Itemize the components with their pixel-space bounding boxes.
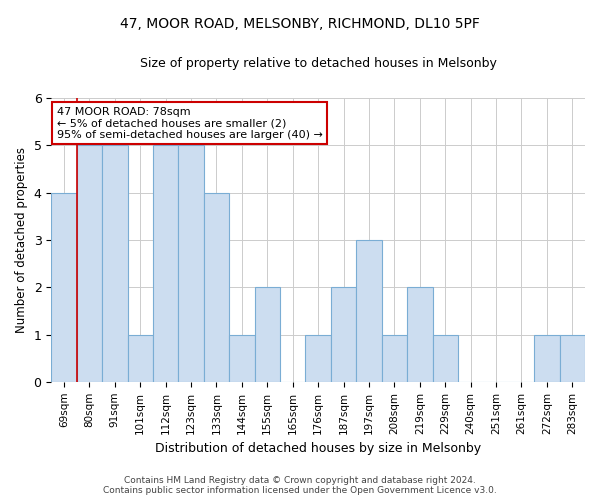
- Bar: [356, 240, 382, 382]
- Bar: [331, 287, 356, 382]
- Bar: [51, 192, 77, 382]
- Bar: [229, 334, 254, 382]
- X-axis label: Distribution of detached houses by size in Melsonby: Distribution of detached houses by size …: [155, 442, 481, 455]
- Bar: [77, 146, 102, 382]
- Bar: [128, 334, 153, 382]
- Text: Contains HM Land Registry data © Crown copyright and database right 2024.
Contai: Contains HM Land Registry data © Crown c…: [103, 476, 497, 495]
- Bar: [382, 334, 407, 382]
- Bar: [407, 287, 433, 382]
- Bar: [433, 334, 458, 382]
- Bar: [560, 334, 585, 382]
- Bar: [254, 287, 280, 382]
- Bar: [305, 334, 331, 382]
- Bar: [534, 334, 560, 382]
- Y-axis label: Number of detached properties: Number of detached properties: [15, 147, 28, 333]
- Bar: [178, 146, 204, 382]
- Text: 47 MOOR ROAD: 78sqm
← 5% of detached houses are smaller (2)
95% of semi-detached: 47 MOOR ROAD: 78sqm ← 5% of detached hou…: [56, 106, 322, 140]
- Bar: [102, 146, 128, 382]
- Bar: [153, 146, 178, 382]
- Bar: [204, 192, 229, 382]
- Text: 47, MOOR ROAD, MELSONBY, RICHMOND, DL10 5PF: 47, MOOR ROAD, MELSONBY, RICHMOND, DL10 …: [120, 18, 480, 32]
- Title: Size of property relative to detached houses in Melsonby: Size of property relative to detached ho…: [140, 58, 497, 70]
